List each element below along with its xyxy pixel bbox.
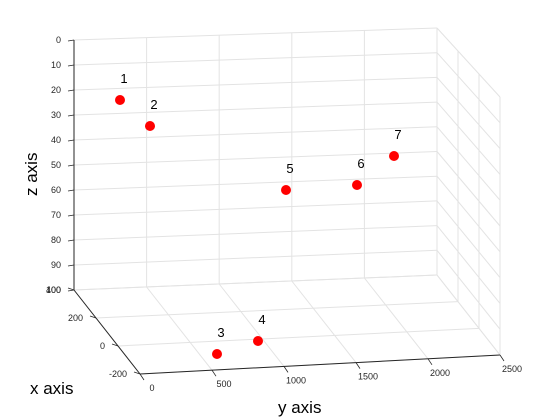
y-tick-mark [283, 366, 289, 373]
data-point-4 [253, 336, 263, 346]
data-point-5 [281, 185, 291, 195]
data-point-label-1: 1 [120, 71, 127, 86]
y-tick-label: 500 [216, 379, 231, 389]
z-tick-mark [67, 114, 75, 117]
z-tick-label: 90 [51, 260, 61, 270]
data-point-label-4: 4 [258, 312, 265, 327]
data-point-label-3: 3 [217, 325, 224, 340]
back-wall-z-gridline [73, 175, 438, 191]
back-wall-z-gridline [73, 200, 438, 216]
z-tick-label: 0 [56, 35, 61, 45]
y-axis-label: y axis [278, 398, 321, 417]
z-tick-mark [67, 239, 75, 242]
back-wall-z-gridline [73, 151, 438, 166]
x-tick-label: 0 [100, 341, 105, 351]
z-tick-mark [67, 164, 75, 167]
data-point-label-5: 5 [286, 161, 293, 176]
x-tick-label: 200 [68, 313, 83, 323]
floor-x-gridline [73, 274, 438, 291]
z-axis-label: z axis [22, 153, 41, 196]
data-point-label-6: 6 [357, 156, 364, 171]
y-tick-mark [355, 362, 361, 369]
y-tick-mark [499, 354, 505, 362]
side-wall-z-gridline [436, 101, 501, 175]
x-axis-label: x axis [30, 379, 73, 398]
y-tick-mark [427, 358, 433, 366]
back-wall-z-gridline [73, 126, 438, 141]
y-tick-label: 1500 [358, 372, 378, 382]
side-wall-z-gridline [436, 249, 501, 330]
data-point-2 [145, 121, 155, 131]
z-tick-mark [67, 139, 75, 142]
side-wall-z-gridline [436, 151, 501, 227]
z-tick-mark [67, 214, 75, 217]
data-point-label-2: 2 [150, 97, 157, 112]
back-wall-z-gridline [73, 249, 438, 266]
side-wall-z-gridline [436, 175, 501, 253]
z-tick-label: 50 [51, 160, 61, 170]
back-wall-z-gridline [73, 76, 438, 91]
floor-y-gridline [436, 274, 501, 356]
z-tick-mark [67, 64, 75, 67]
side-wall-z-gridline [436, 126, 501, 201]
z-tick-mark [67, 189, 75, 192]
y-tick-label: 0 [149, 383, 154, 393]
z-tick-mark [67, 264, 75, 267]
z-tick-mark [67, 289, 75, 292]
floor-x-gridline [95, 301, 459, 319]
x-tick-label: 400 [46, 285, 61, 295]
z-tick-label: 100 [46, 285, 61, 295]
x-tick-label: -200 [109, 369, 127, 379]
y-tick-label: 2000 [430, 368, 450, 378]
data-point-1 [115, 95, 125, 105]
side-wall-z-gridline [436, 200, 501, 278]
floor-y-gridline [146, 286, 213, 371]
data-point-3 [212, 349, 222, 359]
floor-x-gridline [117, 327, 480, 347]
y-tick-mark [211, 369, 217, 377]
z-tick-mark [67, 39, 75, 42]
z-tick-label: 10 [51, 60, 61, 70]
floor-y-gridline [291, 280, 357, 363]
y-tick-label: 1000 [286, 375, 306, 385]
axis-labels: x axis y axis z axis [22, 153, 321, 417]
y-tick-mark [139, 373, 145, 381]
side-wall-z-gridline [436, 225, 501, 304]
x-axis-line [73, 289, 141, 375]
z-tick-label: 70 [51, 210, 61, 220]
y-axis-line [139, 354, 501, 375]
back-wall-z-gridline [73, 101, 438, 116]
x-tick-mark [111, 343, 119, 347]
side-wall-z-gridline [436, 77, 501, 149]
z-tick-label: 80 [51, 235, 61, 245]
y-tick-label: 2500 [502, 364, 522, 374]
z-tick-label: 40 [51, 135, 61, 145]
data-point-7 [389, 151, 399, 161]
back-wall-z-gridline [73, 27, 438, 41]
side-wall-z-gridline [436, 27, 501, 98]
back-wall-z-gridline [73, 225, 438, 241]
z-tick-label: 20 [51, 85, 61, 95]
data-point-label-7: 7 [394, 127, 401, 142]
floor-y-gridline [364, 277, 429, 360]
data-point-6 [352, 180, 362, 190]
x-tick-mark [67, 287, 75, 291]
grid-lines [73, 27, 501, 375]
data-points: 1 2 3 4 5 6 7 [115, 71, 402, 359]
z-tick-mark [67, 89, 75, 92]
floor-y-gridline [218, 283, 285, 367]
x-tick-mark [133, 371, 141, 375]
z-tick-label: 30 [51, 110, 61, 120]
x-tick-mark [89, 315, 97, 319]
side-wall-z-gridline [436, 52, 501, 124]
back-wall-z-gridline [73, 52, 438, 66]
z-tick-label: 60 [51, 185, 61, 195]
